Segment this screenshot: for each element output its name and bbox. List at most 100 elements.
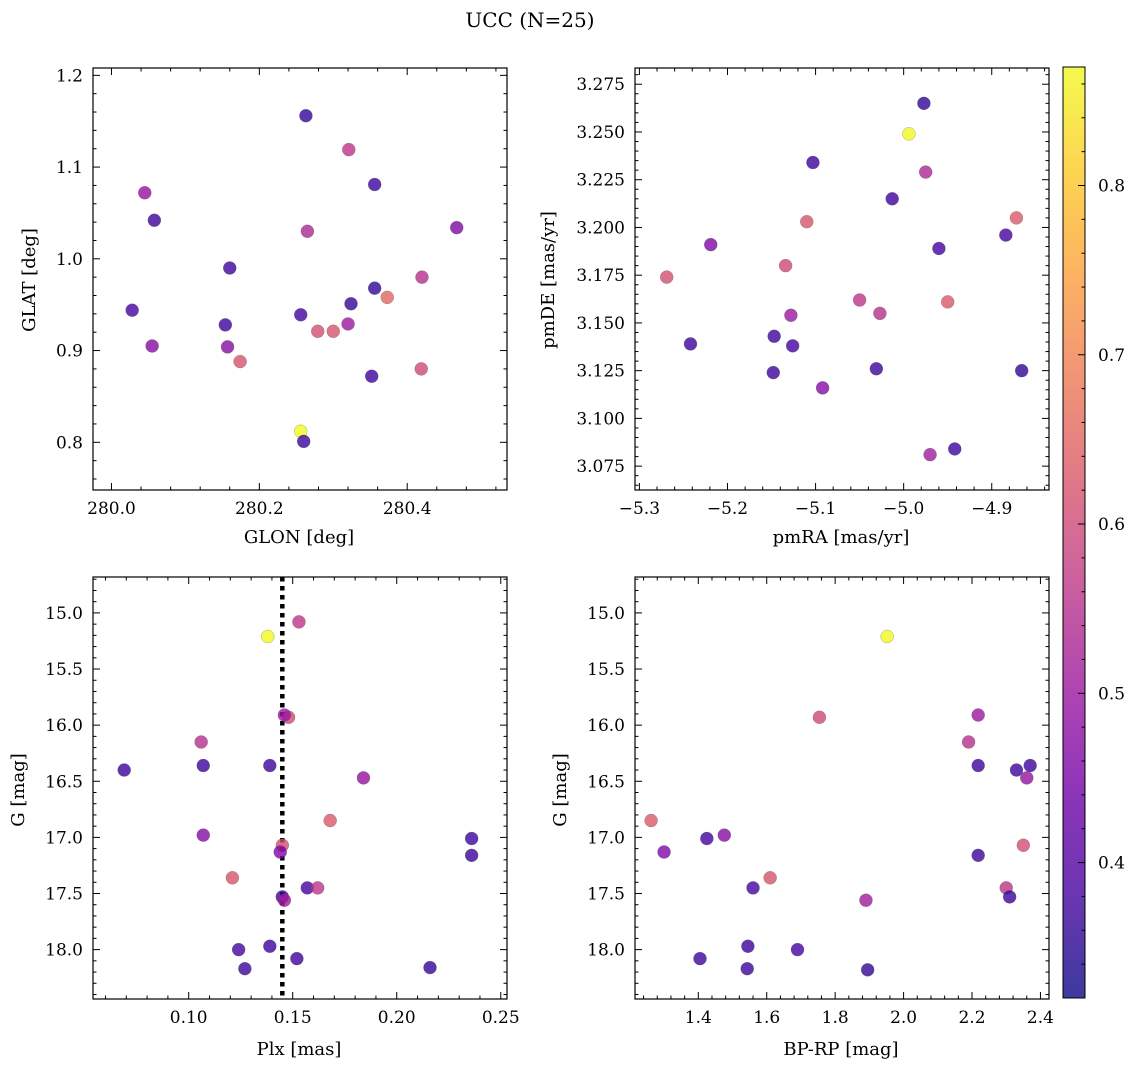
scatter-point [310, 881, 325, 895]
scatter-point [885, 192, 899, 206]
axes-frame [92, 576, 508, 1000]
scatter-point [196, 828, 210, 842]
x-tick-label: −5.3 [619, 499, 660, 519]
scatter-point [220, 340, 235, 354]
colorbar: 0.4 0.5 0.6 0.7 0.8 [1062, 66, 1125, 999]
scatter-point [683, 337, 698, 351]
x-tick-label: 280.4 [383, 499, 432, 519]
scatter-point [225, 871, 240, 885]
scatter-point [971, 758, 985, 773]
scatter-point [344, 297, 358, 311]
x-tick-label: 1.8 [822, 1008, 849, 1028]
y-tick-label: 3.225 [576, 171, 625, 191]
scatter-point [1023, 758, 1037, 773]
panel-plx-g: Plx [mas] G [mag] 0.10 0.15 0.20 0.25 15.0 15… [8, 576, 520, 1060]
scatter-point [356, 771, 371, 785]
scatter-point [145, 339, 159, 353]
scatter-point [746, 881, 760, 895]
colorbar-gradient [1062, 66, 1086, 999]
scatter-point [859, 893, 873, 907]
scatter-point [1016, 838, 1031, 852]
colorbar-tick-label: 0.8 [1098, 176, 1125, 196]
scatter-point [263, 939, 277, 953]
scatter-point [299, 109, 313, 123]
scatter-point [971, 848, 985, 863]
x-tick-label: −4.9 [971, 499, 1012, 519]
scatter-point [741, 939, 755, 953]
scatter-point [380, 290, 394, 305]
scatter-point [941, 295, 955, 309]
scatter-points [117, 615, 479, 976]
y-tick-label: 15.5 [587, 660, 625, 680]
scatter-point [125, 303, 139, 317]
x-axis-label: GLON [deg] [244, 527, 354, 548]
scatter-point [778, 258, 793, 273]
scatter-point [902, 127, 916, 141]
colorbar-tick-label: 0.4 [1098, 854, 1125, 874]
y-tick-label: 1.1 [56, 158, 83, 178]
y-tick-label: 16.0 [587, 716, 625, 736]
plot-area [635, 577, 1049, 999]
scatter-point [660, 270, 674, 284]
scatter-point [880, 629, 894, 644]
scatter-point [657, 845, 671, 859]
scatter-point [873, 306, 887, 321]
scatter-point [917, 96, 931, 111]
scatter-point [971, 708, 985, 722]
y-tick-label: 0.8 [56, 433, 83, 453]
scatter-point [450, 220, 464, 235]
scatter-point [290, 951, 304, 966]
scatter-point [341, 317, 355, 331]
scatter-point [261, 629, 275, 644]
x-axis-label: BP-RP [mag] [783, 1039, 898, 1060]
y-tick-label: 15.5 [45, 660, 83, 680]
x-tick-label: −5.0 [883, 499, 924, 519]
y-tick-label: 3.200 [576, 218, 625, 238]
x-axis-label: pmRA [mas/yr] [773, 527, 910, 548]
scatter-point [231, 942, 246, 957]
scatter-point [300, 224, 315, 238]
y-tick-label: 17.0 [587, 828, 625, 848]
y-tick-label: 3.125 [576, 362, 625, 382]
y-tick-label: 16.5 [587, 772, 625, 792]
scatter-points [125, 109, 464, 449]
scatter-point [296, 434, 311, 449]
axes-frame [92, 67, 508, 491]
scatter-point [263, 758, 277, 773]
y-tick-label: 3.275 [576, 75, 625, 95]
scatter-point [918, 165, 933, 179]
panel-glon-glat: GLON [deg] GLAT [deg] 280.0 280.2 280.4 0.8… [19, 66, 508, 548]
plot-area [93, 577, 507, 999]
x-tick-label: 280.2 [235, 499, 284, 519]
colorbar-tick-label: 0.5 [1098, 684, 1125, 704]
axes-frame [634, 67, 1050, 491]
scatter-point [138, 186, 152, 200]
x-tick-label: 0.15 [274, 1008, 312, 1028]
plot-area [93, 68, 507, 490]
figure-title: UCC (N=25) [465, 8, 594, 32]
scatter-point [790, 942, 805, 957]
scatter-point [277, 708, 292, 722]
x-tick-label: 0.10 [170, 1008, 208, 1028]
x-tick-label: −5.2 [707, 499, 748, 519]
scatter-point [464, 831, 479, 846]
x-tick-label: 2.2 [958, 1008, 985, 1028]
scatter-point [194, 735, 208, 749]
axes-frame [634, 576, 1050, 1000]
scatter-point [415, 270, 429, 284]
y-tick-label: 18.0 [587, 941, 625, 961]
plot-area [635, 68, 1049, 490]
colorbar-tick-label: 0.7 [1098, 346, 1125, 366]
scatter-point [294, 308, 308, 322]
scatter-point [196, 758, 210, 773]
y-tick-label: 17.5 [45, 885, 83, 905]
scatter-point [800, 215, 814, 229]
scatter-point [273, 845, 287, 859]
scatter-point [323, 813, 337, 828]
scatter-point [277, 893, 292, 907]
y-tick-label: 1.0 [56, 250, 83, 270]
scatter-point [311, 324, 325, 338]
scatter-point [999, 228, 1013, 242]
scatter-point [464, 848, 479, 863]
